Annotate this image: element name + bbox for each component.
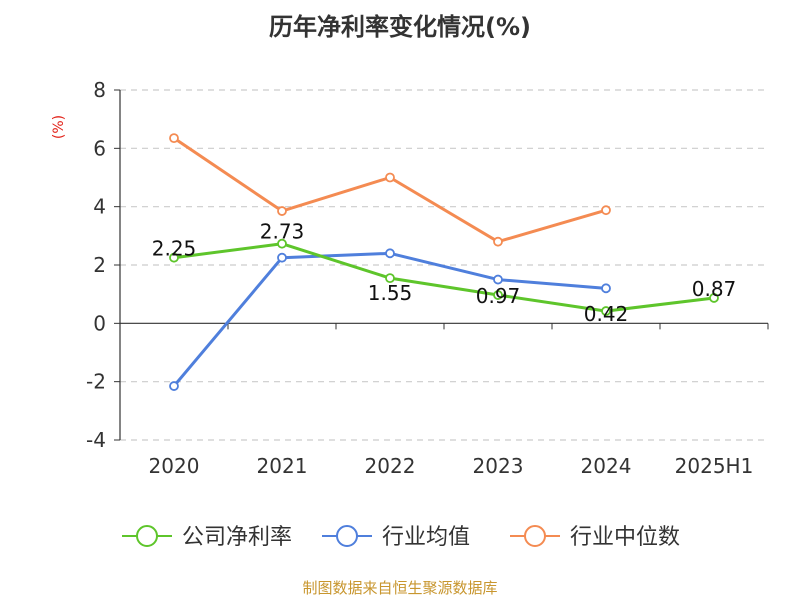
x-tick-label: 2025H1 [675,454,754,478]
y-tick-label: 2 [93,253,106,277]
x-tick-label: 2024 [581,454,632,478]
industry-median-point [277,206,287,216]
legend-marker [136,525,158,547]
industry-average-point [277,252,287,263]
industry-median-point [169,133,179,144]
company-net-margin-point [277,238,287,249]
y-axis-label: (%) [51,115,67,139]
x-tick-label: 2023 [473,454,524,478]
industry-average-point [493,274,503,285]
legend-marker [524,525,546,547]
company-net-margin-point [493,290,503,300]
legend-label: 行业均值 [382,525,470,550]
company-net-margin-point [385,273,395,284]
company-net-margin-point [169,252,179,263]
data-label: 0.42 [584,302,629,326]
x-tick-label: 2021 [257,454,308,478]
data-label: 1.55 [368,281,413,305]
data-label: 0.87 [692,277,737,301]
industry-average-point [385,248,395,259]
industry-median-point [385,172,395,183]
industry-median-line [173,136,607,244]
y-tick-label: 8 [93,78,106,102]
company-net-margin-line [173,242,715,313]
industry-average-point [601,283,611,294]
data-label: 2.73 [260,220,305,244]
company-net-margin-point [601,306,611,316]
chart-title: 历年净利率变化情况(%) [269,13,531,41]
industry-median-point [601,205,611,216]
legend-label: 行业中位数 [570,525,680,550]
y-tick-label: -2 [86,370,106,394]
data-label: 0.97 [476,284,521,308]
x-tick-label: 2022 [365,454,416,478]
legend-marker [336,525,358,547]
legend-label: 公司净利率 [182,525,292,550]
y-tick-label: 6 [93,136,106,160]
x-tick-label: 2020 [149,454,200,478]
industry-median-point [493,236,503,247]
company-net-margin-point [709,293,719,303]
y-tick-label: 0 [93,311,106,335]
y-tick-label: -4 [86,428,106,452]
source-note: 制图数据来自恒生聚源数据库 [302,579,497,597]
y-tick-label: 4 [93,195,106,219]
industry-average-point [169,381,179,391]
data-label: 2.25 [152,237,197,261]
